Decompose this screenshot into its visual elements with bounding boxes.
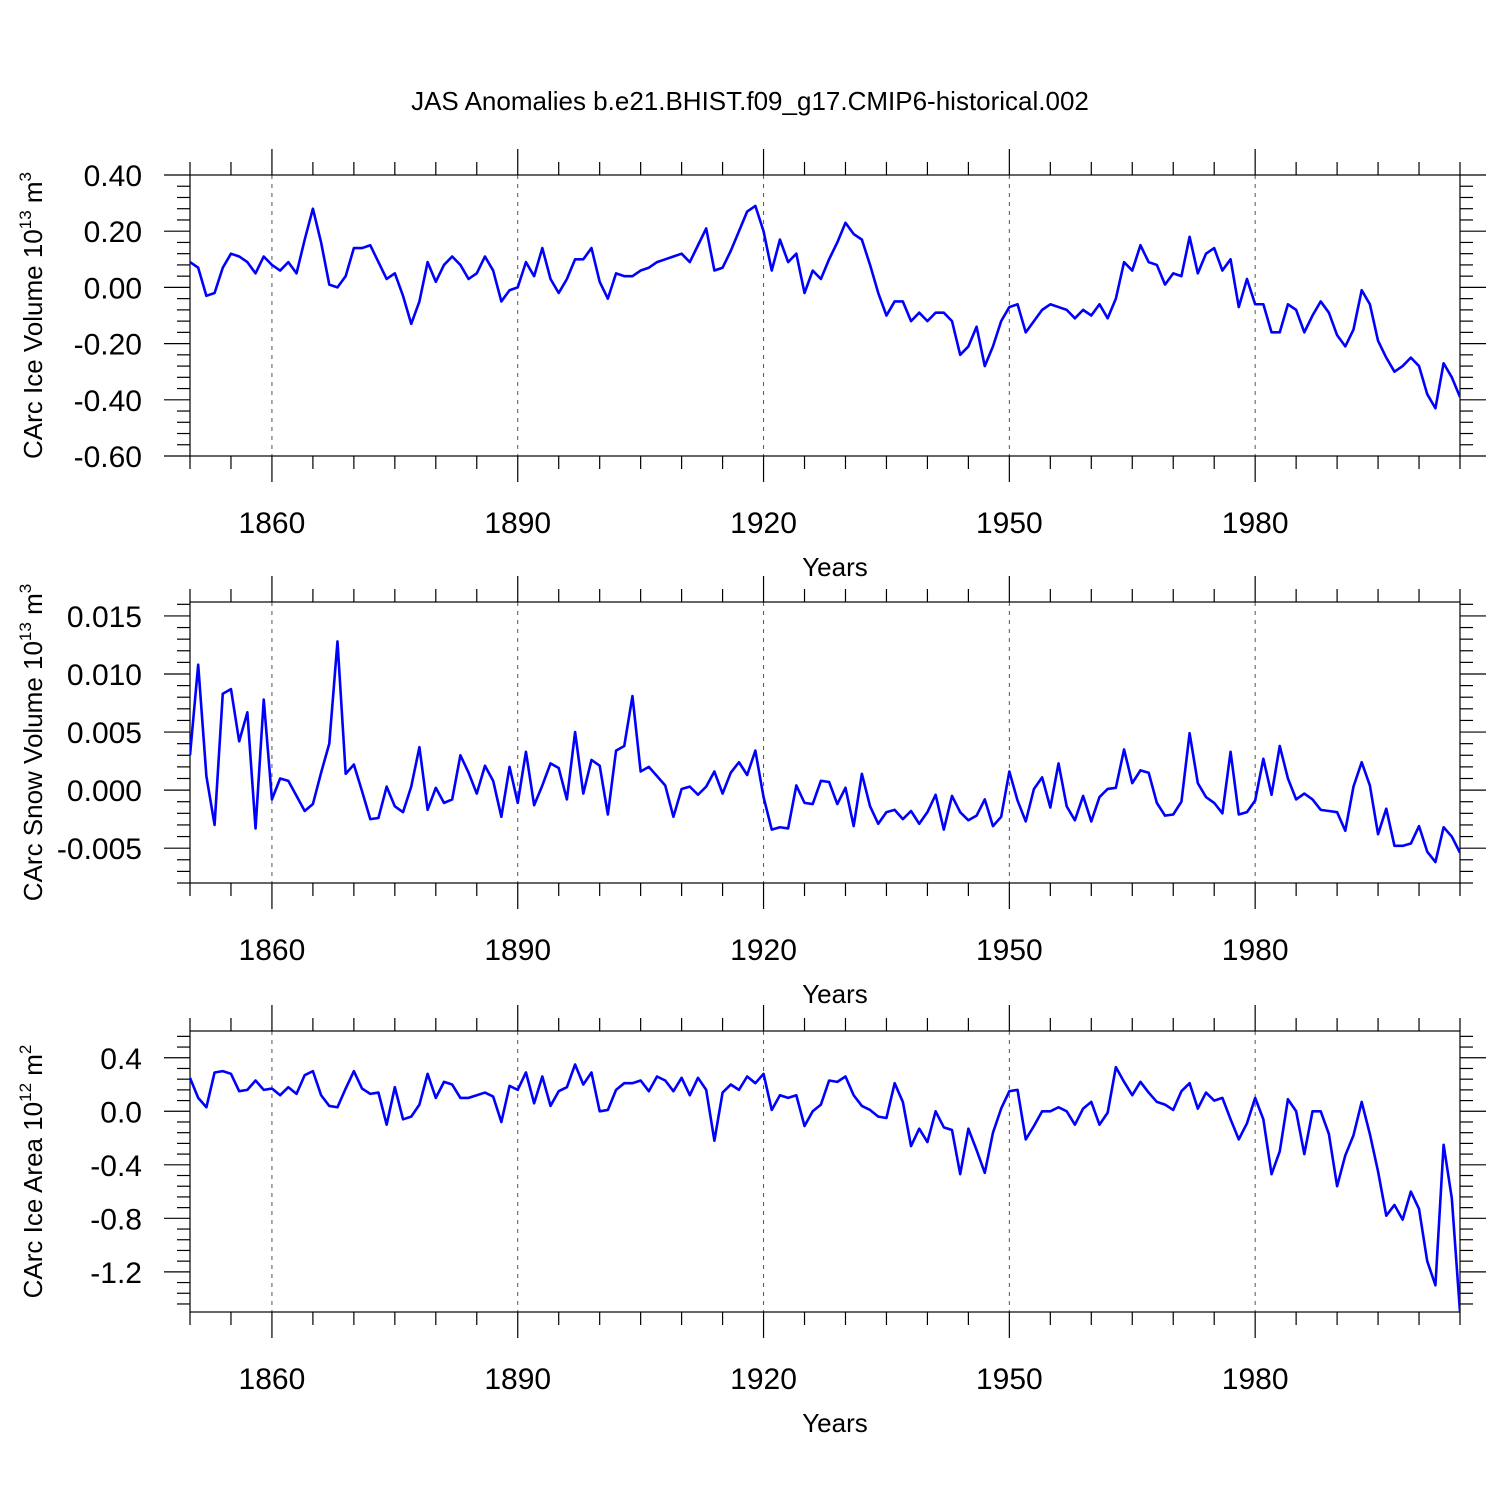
x-tick-label: 1980 [1222,1363,1289,1396]
series-line-snow-volume [190,640,1460,864]
y-axis-title-text: CArc Snow Volume 10 [18,641,48,901]
x-tick-label: 1860 [239,1363,306,1396]
y-axis-title-exponent: 13 [16,622,35,641]
panel-ice-area: 1860 1890 1920 1950 1980 Years -1.2 -0.8 -0.4 0.0… [16,1005,1486,1438]
plot-frame [189,174,1461,457]
plot-frame [189,601,1461,884]
series-line-ice-area [190,1063,1460,1312]
x-tick-label: 1890 [484,507,551,540]
chart-panels: 1860 1890 1920 1950 1980 Years -0.60 -0.40 -0.20… [16,149,1486,1438]
y-tick-label: 0.000 [67,775,142,808]
y-axis-title-text: CArc Ice Area 10 [18,1102,48,1299]
x-tick-label: 1920 [730,507,797,540]
y-axis-title: CArc Snow Volume 1013 m3 [16,584,48,901]
x-axis-title: Years [802,552,868,582]
y-tick-label: 0.010 [67,659,142,692]
x-tick-label: 1860 [239,934,306,967]
y-axis-title-unit-exponent: 3 [16,584,35,593]
plot-frame [189,1030,1461,1313]
y-axis-title: CArc Ice Area 1012 m2 [16,1045,48,1299]
y-tick-label: 0.20 [84,216,142,249]
y-tick-label: -0.40 [74,385,142,418]
y-axis-title-unit-exponent: 2 [16,1045,35,1054]
y-tick-label: -0.60 [74,441,142,474]
y-tick-label: -0.4 [90,1150,142,1183]
y-tick-label: 0.015 [67,601,142,634]
y-tick-label: 0.005 [67,717,142,750]
y-tick-label: -0.005 [57,833,142,866]
y-tick-label: -0.8 [90,1203,142,1236]
y-tick-label: -0.20 [74,329,142,362]
x-tick-label: 1950 [976,1363,1043,1396]
x-tick-label: 1860 [239,507,306,540]
x-tick-label: 1980 [1222,507,1289,540]
chart-title: JAS Anomalies b.e21.BHIST.f09_g17.CMIP6-… [411,86,1089,116]
x-tick-label: 1920 [730,934,797,967]
y-axis-title-unit: m [18,181,48,210]
x-tick-label: 1890 [484,1363,551,1396]
series-line-ice-volume [190,204,1460,410]
y-axis-title-unit-exponent: 3 [16,172,35,181]
y-axis-title: CArc Ice Volume 1013 m3 [16,172,48,459]
y-axis-title-text: CArc Ice Volume 10 [18,229,48,459]
x-tick-label: 1920 [730,1363,797,1396]
x-tick-label: 1890 [484,934,551,967]
x-tick-label: 1950 [976,507,1043,540]
y-tick-label: 0.00 [84,272,142,305]
x-axis-title: Years [802,1408,868,1438]
y-tick-label: 0.40 [84,160,142,193]
panel-snow-volume: 1860 1890 1920 1950 1980 Years -0.005 0.000 0.00… [16,576,1486,1009]
y-tick-label: -1.2 [90,1257,142,1290]
x-tick-label: 1980 [1222,934,1289,967]
y-axis-title-unit: m [18,1054,48,1083]
y-axis-title-exponent: 13 [16,210,35,229]
y-tick-label: 0.4 [100,1043,142,1076]
y-axis-title-unit: m [18,593,48,622]
panel-ice-volume: 1860 1890 1920 1950 1980 Years -0.60 -0.40 -0.20… [16,149,1486,582]
x-axis-title: Years [802,979,868,1009]
y-tick-label: 0.0 [100,1096,142,1129]
x-tick-label: 1950 [976,934,1043,967]
y-axis-title-exponent: 12 [16,1083,35,1102]
